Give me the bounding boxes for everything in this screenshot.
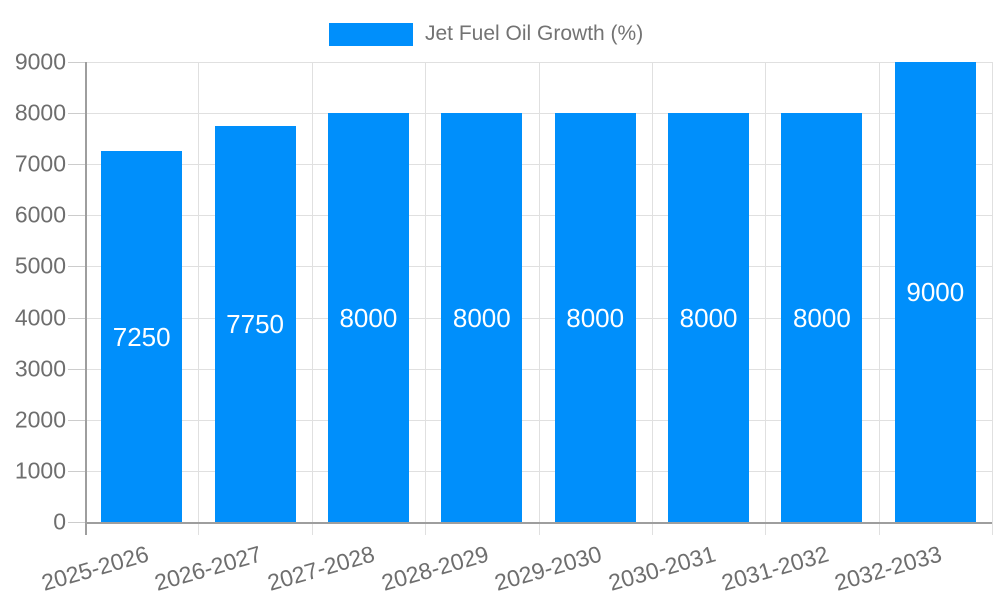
x-axis-label: 2025-2026 (38, 540, 152, 596)
y-axis-label: 9000 (14, 48, 66, 75)
gridline-vertical (538, 62, 540, 535)
y-axis-tick (68, 113, 85, 115)
bar-2028-2029[interactable]: 8000 (441, 113, 523, 522)
y-axis-tick (68, 470, 85, 472)
y-axis-tick (68, 215, 85, 217)
bar-value-label: 8000 (452, 302, 511, 333)
bar-value-label: 8000 (679, 302, 738, 333)
gridline-vertical (765, 62, 767, 535)
y-axis-label: 2000 (14, 406, 66, 433)
x-axis-label: 2029-2030 (491, 540, 605, 596)
gridline-vertical (878, 62, 880, 535)
y-axis-tick (68, 62, 85, 63)
y-axis-label: 8000 (14, 99, 66, 126)
legend[interactable]: Jet Fuel Oil Growth (%) (329, 22, 643, 46)
x-axis-line (85, 522, 992, 524)
y-axis-label: 4000 (14, 304, 66, 331)
legend-label: Jet Fuel Oil Growth (%) (425, 22, 644, 45)
gridline-vertical (425, 62, 427, 535)
x-axis-label: 2026-2027 (151, 540, 265, 596)
bar-2030-2031[interactable]: 8000 (668, 113, 750, 522)
y-axis-label: 0 (53, 508, 66, 535)
y-axis-label: 5000 (14, 252, 66, 279)
x-axis-label: 2027-2028 (264, 540, 378, 596)
bar-value-label: 8000 (566, 302, 625, 333)
bar-2031-2032[interactable]: 8000 (781, 113, 863, 522)
y-axis-label: 3000 (14, 355, 66, 382)
y-axis-tick (68, 522, 85, 523)
y-axis-label: 1000 (14, 457, 66, 484)
bar-value-label: 8000 (792, 302, 851, 333)
x-axis-label: 2032-2033 (831, 540, 945, 596)
bar-value-label: 8000 (339, 302, 398, 333)
gridline-vertical (992, 62, 993, 535)
y-axis-tick (68, 368, 85, 370)
y-axis-tick (68, 266, 85, 268)
bar-2032-2033[interactable]: 9000 (894, 62, 976, 522)
y-axis-label: 6000 (14, 201, 66, 228)
bar-value-label: 7750 (226, 308, 285, 339)
x-axis-label: 2030-2031 (605, 540, 719, 596)
gridline-vertical (651, 62, 653, 535)
y-axis-line (85, 62, 87, 522)
x-axis-label: 2031-2032 (718, 540, 832, 596)
bar-2026-2027[interactable]: 7750 (214, 125, 296, 522)
legend-swatch-icon (329, 22, 413, 46)
gridline-vertical (311, 62, 313, 535)
y-axis-label: 7000 (14, 150, 66, 177)
y-axis-tick (68, 164, 85, 166)
bar-value-label: 9000 (906, 277, 965, 307)
bar-2029-2030[interactable]: 8000 (554, 113, 636, 522)
gridline-vertical (198, 62, 200, 535)
bar-2027-2028[interactable]: 8000 (327, 113, 409, 522)
x-axis-label: 2028-2029 (378, 540, 492, 596)
y-axis-tick (68, 317, 85, 319)
bar-2025-2026[interactable]: 7250 (101, 151, 183, 522)
y-axis-tick (68, 419, 85, 421)
bar-value-label: 7250 (112, 321, 171, 352)
x-axis-origin-tick (85, 522, 87, 535)
